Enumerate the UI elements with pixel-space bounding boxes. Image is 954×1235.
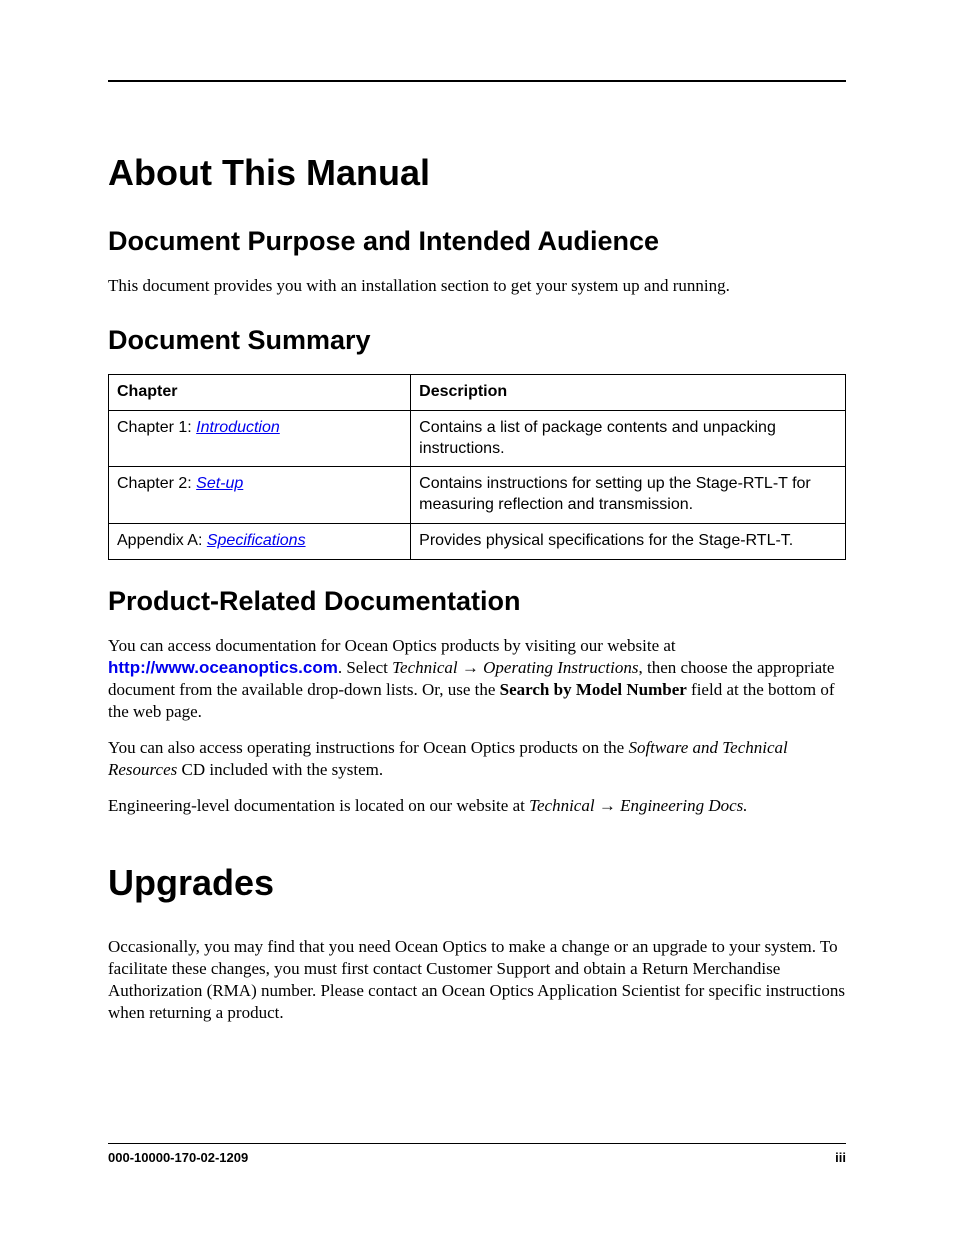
page-container: About This Manual Document Purpose and I… bbox=[0, 0, 954, 1235]
table-row: Appendix A: Specifications Provides phys… bbox=[109, 524, 846, 560]
text-span: You can access documentation for Ocean O… bbox=[108, 636, 676, 655]
table-row: Chapter 2: Set-up Contains instructions … bbox=[109, 467, 846, 524]
footer-page-number: iii bbox=[835, 1150, 846, 1165]
related-para-1: You can access documentation for Ocean O… bbox=[108, 635, 846, 723]
chapter-prefix: Chapter 2: bbox=[117, 475, 196, 492]
related-para-2: You can also access operating instructio… bbox=[108, 737, 846, 781]
chapter-prefix: Chapter 1: bbox=[117, 419, 196, 436]
page-footer: 000-10000-170-02-1209 iii bbox=[108, 1143, 846, 1165]
table-row: Chapter 1: Introduction Contains a list … bbox=[109, 410, 846, 467]
description-cell: Contains instructions for setting up the… bbox=[411, 467, 846, 524]
chapter-cell: Appendix A: Specifications bbox=[109, 524, 411, 560]
upgrades-paragraph: Occasionally, you may find that you need… bbox=[108, 936, 846, 1024]
nav-path-technical-operating: Technical → Operating Instructions bbox=[392, 658, 638, 677]
description-cell: Provides physical specifications for the… bbox=[411, 524, 846, 560]
chapter-prefix: Appendix A: bbox=[117, 532, 207, 549]
purpose-paragraph: This document provides you with an insta… bbox=[108, 275, 846, 297]
heading-upgrades: Upgrades bbox=[108, 862, 846, 904]
top-rule bbox=[108, 80, 846, 82]
heading-document-purpose: Document Purpose and Intended Audience bbox=[108, 226, 846, 257]
text-span: CD included with the system. bbox=[177, 760, 383, 779]
heading-document-summary: Document Summary bbox=[108, 325, 846, 356]
document-summary-table: Chapter Description Chapter 1: Introduct… bbox=[108, 374, 846, 560]
description-cell: Contains a list of package contents and … bbox=[411, 410, 846, 467]
link-introduction[interactable]: Introduction bbox=[196, 419, 280, 436]
chapter-cell: Chapter 1: Introduction bbox=[109, 410, 411, 467]
text-span: You can also access operating instructio… bbox=[108, 738, 628, 757]
nav-path-technical-engineering: Technical → Engineering Docs. bbox=[529, 796, 747, 815]
heading-about-this-manual: About This Manual bbox=[108, 152, 846, 194]
link-setup[interactable]: Set-up bbox=[196, 475, 243, 492]
link-oceanoptics-url[interactable]: http://www.oceanoptics.com bbox=[108, 658, 338, 677]
text-span: . Select bbox=[338, 658, 392, 677]
heading-product-related-docs: Product-Related Documentation bbox=[108, 586, 846, 617]
related-para-3: Engineering-level documentation is locat… bbox=[108, 795, 846, 817]
text-span: Engineering-level documentation is locat… bbox=[108, 796, 529, 815]
footer-doc-number: 000-10000-170-02-1209 bbox=[108, 1150, 248, 1165]
col-header-chapter: Chapter bbox=[109, 375, 411, 411]
chapter-cell: Chapter 2: Set-up bbox=[109, 467, 411, 524]
col-header-description: Description bbox=[411, 375, 846, 411]
bold-search-by-model: Search by Model Number bbox=[500, 680, 687, 699]
link-specifications[interactable]: Specifications bbox=[207, 532, 306, 549]
table-header-row: Chapter Description bbox=[109, 375, 846, 411]
